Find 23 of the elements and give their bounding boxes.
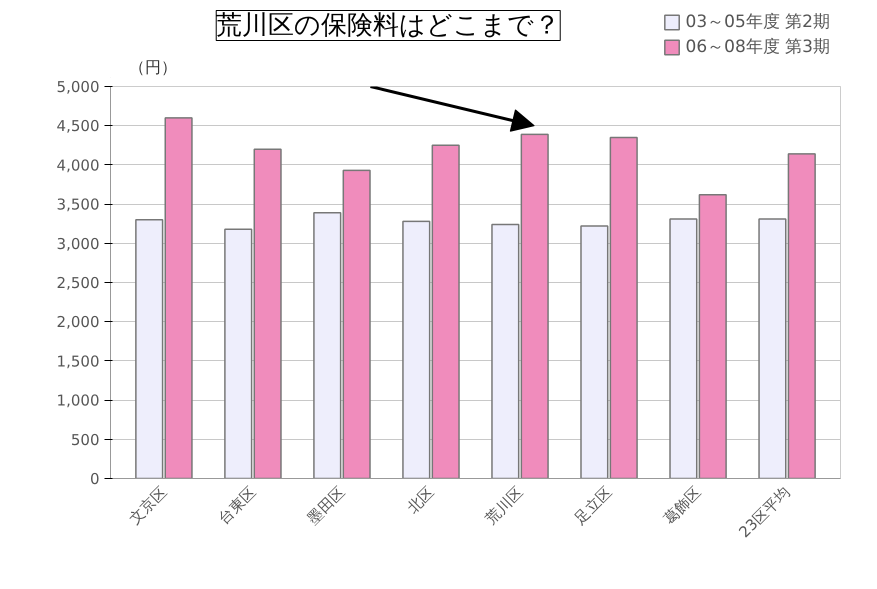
y-tick-label: 500 xyxy=(70,430,100,449)
x-tick-label: 足立区 xyxy=(570,483,616,528)
text: 荒川区の保険料はどこまで？ xyxy=(216,10,560,40)
legend-label: 06～08年度 第3期 xyxy=(686,36,830,58)
x-tick-label: 墨田区 xyxy=(304,483,348,528)
y-axis-title: （円） xyxy=(128,58,177,76)
y-tick-label: 2,000 xyxy=(56,313,100,332)
x-tick-label: 23区平均 xyxy=(735,483,794,542)
x-tick-label: 台東区 xyxy=(214,483,260,528)
legend-label: 03～05年度 第2期 xyxy=(686,11,830,33)
y-tick-label: 3,500 xyxy=(56,196,100,214)
x-tick-label: 北区 xyxy=(403,483,438,518)
y-tick-label: 1,500 xyxy=(56,352,100,370)
x-tick-label: 荒川区 xyxy=(482,483,526,528)
y-tick-label: 0 xyxy=(90,470,100,488)
x-tick-label: 葛飾区 xyxy=(660,483,704,528)
y-tick-label: 2,500 xyxy=(56,274,100,292)
y-tick-label: 4,500 xyxy=(56,117,100,136)
y-tick-label: 3,000 xyxy=(56,234,100,253)
x-tick-label: 文京区 xyxy=(126,483,170,528)
y-tick-label: 5,000 xyxy=(56,78,100,96)
y-tick-label: 1,000 xyxy=(56,392,100,410)
y-tick-label: 4,000 xyxy=(56,156,100,174)
